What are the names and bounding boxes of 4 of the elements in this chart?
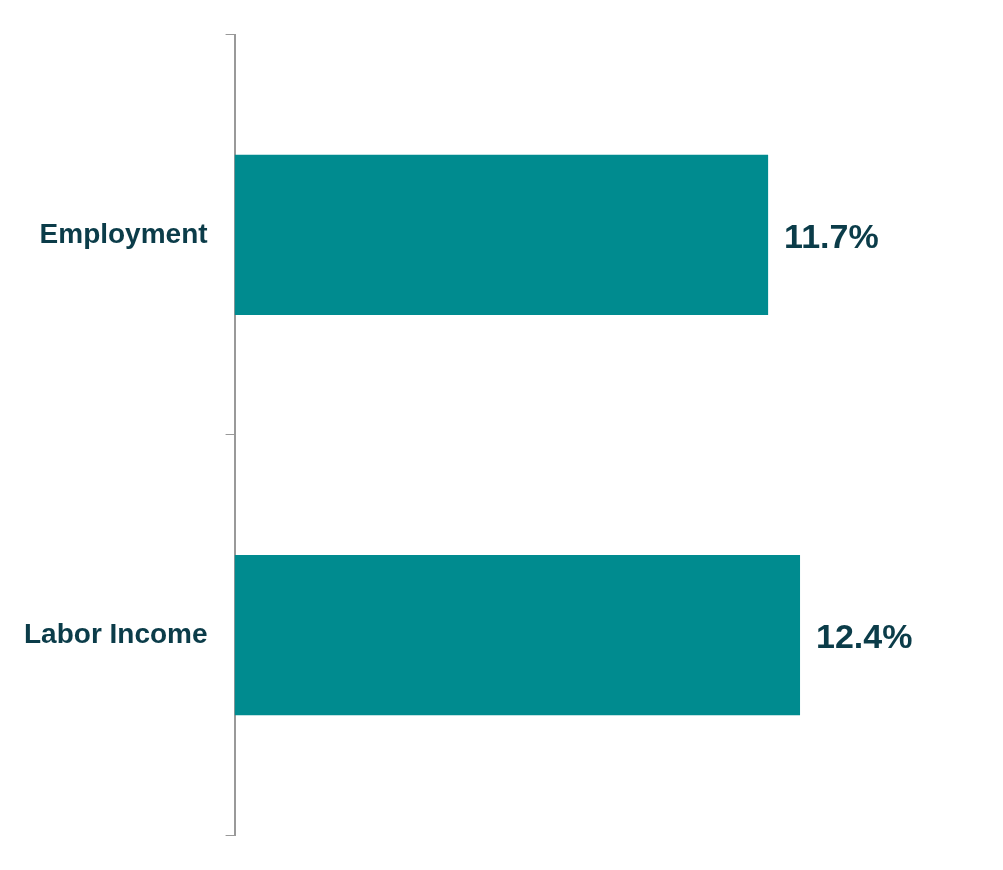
data-label: 12.4% — [816, 617, 913, 656]
data-label: 11.7% — [784, 217, 879, 256]
y-tick-label: Employment — [39, 217, 208, 249]
y-tick-label: Labor Income — [23, 617, 208, 649]
